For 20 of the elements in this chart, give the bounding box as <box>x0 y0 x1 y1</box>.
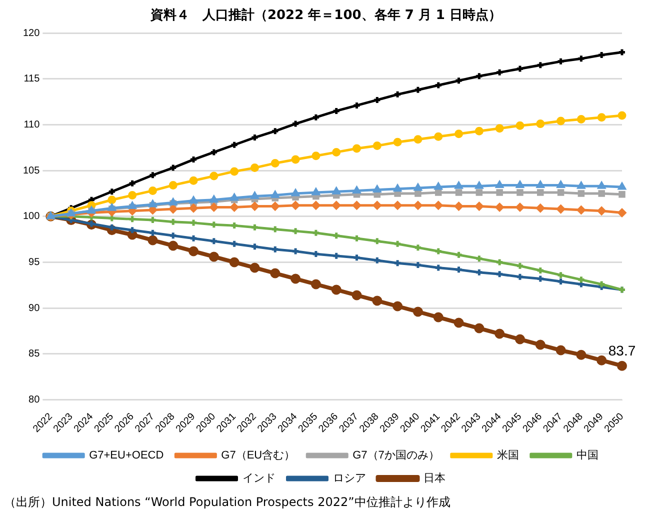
chart-title: 資料４ 人口推計（2022 年＝100、各年 7 月 1 日時点） <box>149 6 503 24</box>
y-tick-label: 120 <box>22 28 40 39</box>
legend-label: 中国 <box>576 448 598 462</box>
y-tick-label: 85 <box>28 348 40 360</box>
y-tick-label: 90 <box>28 302 40 314</box>
legend-label: 米国 <box>496 448 519 462</box>
legend-label: 日本 <box>423 472 446 485</box>
legend-label: G7（EU含む） <box>221 448 296 462</box>
y-tick-label: 100 <box>22 211 40 222</box>
legend-label: ロシア <box>332 472 366 485</box>
y-tick-label: 80 <box>28 394 40 406</box>
data-label: 83.7 <box>608 342 636 359</box>
y-tick-label: 95 <box>28 256 40 268</box>
y-tick-label: 110 <box>24 119 40 130</box>
y-tick-label: 115 <box>24 74 40 85</box>
legend-label: インド <box>242 472 276 485</box>
legend-label: G7+EU+OECD <box>89 450 164 462</box>
text: （出所）United Nations “World Population Prospects 2022”中位推計より作成 <box>3 494 452 511</box>
y-tick-label: 105 <box>22 165 40 176</box>
legend-label: G7（7か国のみ） <box>352 450 440 462</box>
